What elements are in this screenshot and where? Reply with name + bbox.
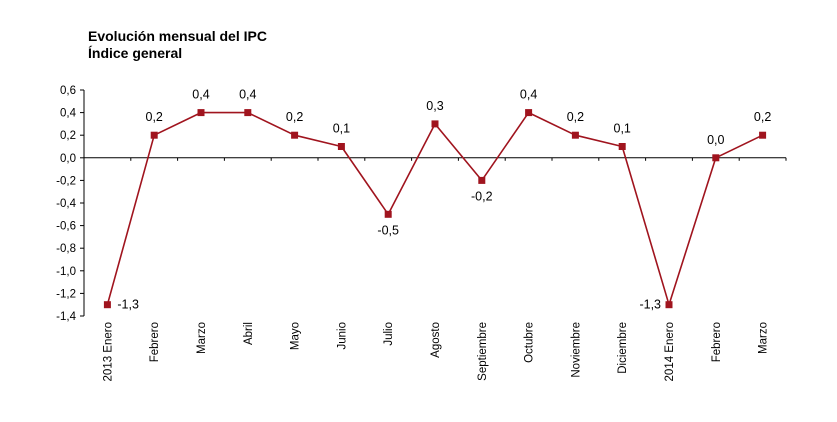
x-category-label: Noviembre bbox=[570, 322, 582, 378]
data-label: 0,2 bbox=[754, 110, 771, 124]
data-label: 0,2 bbox=[567, 110, 584, 124]
x-category-label: Octubre bbox=[524, 322, 536, 363]
x-category-label: Diciembre bbox=[617, 322, 629, 374]
series-line bbox=[107, 113, 762, 305]
data-point-marker bbox=[666, 301, 673, 308]
x-category-label: Marzo bbox=[758, 322, 770, 354]
data-point-marker bbox=[572, 132, 579, 139]
y-tick-label: 0,6 bbox=[60, 85, 76, 97]
data-label: -1,3 bbox=[639, 298, 661, 312]
x-category-label: 2013 Enero bbox=[102, 322, 114, 381]
markers-group bbox=[104, 109, 766, 308]
y-tick-label: -1,2 bbox=[56, 288, 76, 300]
data-point-marker bbox=[432, 120, 439, 127]
data-point-marker bbox=[244, 109, 251, 116]
data-label: 0,1 bbox=[614, 122, 631, 136]
data-label: -1,3 bbox=[117, 298, 139, 312]
x-category-label: Septiembre bbox=[477, 322, 489, 381]
data-label: 0,4 bbox=[520, 88, 537, 102]
y-tick-label: -1,0 bbox=[56, 266, 76, 278]
y-tick-label: 0,2 bbox=[60, 130, 76, 142]
y-tick-label: -1,4 bbox=[56, 311, 76, 323]
data-label: 0,1 bbox=[333, 122, 350, 136]
y-tick-label: -0,8 bbox=[56, 243, 76, 255]
x-category-label: Mayo bbox=[290, 322, 302, 350]
data-point-marker bbox=[151, 132, 158, 139]
data-label: 0,2 bbox=[146, 110, 163, 124]
data-point-marker bbox=[478, 177, 485, 184]
data-point-marker bbox=[198, 109, 205, 116]
data-label: 0,4 bbox=[192, 88, 209, 102]
data-label: -0,2 bbox=[471, 189, 493, 203]
data-label: 0,3 bbox=[426, 99, 443, 113]
x-category-label: Agosto bbox=[430, 322, 442, 358]
x-category-label: Febrero bbox=[711, 322, 723, 362]
data-point-marker bbox=[525, 109, 532, 116]
data-point-marker bbox=[385, 211, 392, 218]
data-labels-group: -1,3 0,2 0,4 0,4 0,2 0,1 -0,5 0,3 -0,2 0,4 0,2 0,1 -… bbox=[117, 88, 771, 312]
y-tick-label: 0,4 bbox=[60, 108, 77, 120]
y-tick-label: -0,2 bbox=[56, 175, 76, 187]
x-category-label: Junio bbox=[336, 322, 348, 350]
y-axis: 0,6 0,4 0,2 0,0 -0,2 -0,4 -0,6 -0,8 -1,0 -1,2 -1,4 bbox=[56, 85, 84, 323]
y-tick-label: -0,6 bbox=[56, 221, 76, 233]
data-point-marker bbox=[291, 132, 298, 139]
data-point-marker bbox=[338, 143, 345, 150]
data-label: -0,5 bbox=[377, 223, 399, 237]
y-tick-label: 0,0 bbox=[60, 153, 76, 165]
data-point-marker bbox=[712, 154, 719, 161]
data-point-marker bbox=[759, 132, 766, 139]
data-label: 0,0 bbox=[707, 133, 724, 147]
data-point-marker bbox=[104, 301, 111, 308]
data-label: 0,2 bbox=[286, 110, 303, 124]
data-point-marker bbox=[619, 143, 626, 150]
x-category-label: Julio bbox=[383, 322, 395, 346]
y-tick-label: -0,4 bbox=[56, 198, 76, 210]
data-label: 0,4 bbox=[239, 88, 256, 102]
x-category-label: Febrero bbox=[149, 322, 161, 362]
series-line-group bbox=[107, 113, 762, 305]
x-category-label: Abril bbox=[243, 322, 255, 345]
x-category-label: 2014 Enero bbox=[664, 322, 676, 381]
x-category-label: Marzo bbox=[196, 322, 208, 354]
